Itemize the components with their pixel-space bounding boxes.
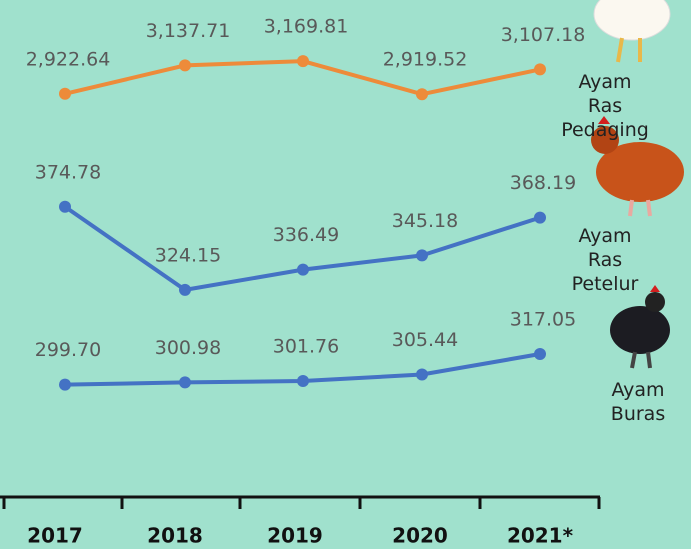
x-tick-label: 2021*	[507, 524, 574, 548]
data-point	[534, 63, 546, 76]
icon-native	[610, 285, 670, 369]
data-point	[179, 283, 191, 296]
data-point	[416, 368, 428, 381]
x-axis-ticks	[2, 497, 601, 509]
x-tick-label: 2017	[27, 524, 83, 548]
data-label: 345.18	[392, 210, 458, 232]
x-tick-label: 2019	[267, 524, 323, 548]
series-line	[63, 205, 541, 293]
icon-layer	[591, 116, 684, 217]
data-label: 336.49	[273, 224, 339, 246]
data-label: 3,169.81	[264, 16, 349, 38]
x-tick-label: 2018	[147, 524, 203, 548]
data-label: 305.44	[392, 329, 458, 351]
data-label: 324.15	[155, 244, 221, 266]
data-point	[297, 55, 309, 68]
data-label: 374.78	[35, 161, 101, 183]
legend-entry: Ayam Ras Petelur	[571, 225, 639, 295]
legend-entry: Ayam Buras	[610, 379, 666, 425]
data-label: 2,922.64	[26, 48, 111, 70]
data-point	[416, 88, 428, 101]
data-label: 3,137.71	[146, 20, 231, 42]
data-point	[297, 263, 309, 276]
x-tick-label: 2020	[392, 524, 448, 548]
data-label: 3,107.18	[501, 24, 586, 46]
data-label: 2,919.52	[383, 49, 468, 71]
data-point	[297, 375, 309, 388]
data-point	[59, 378, 71, 391]
data-point	[534, 211, 546, 224]
data-label: 300.98	[155, 337, 221, 359]
data-point	[59, 200, 71, 213]
data-label: 317.05	[510, 309, 576, 331]
data-point	[59, 87, 71, 100]
data-point	[416, 249, 428, 262]
data-point	[179, 59, 191, 72]
data-label: 301.76	[273, 336, 339, 358]
icon-broiler	[593, 0, 671, 63]
data-label: 299.70	[35, 339, 101, 361]
data-point	[534, 348, 546, 361]
data-point	[179, 376, 191, 389]
data-label: 368.19	[510, 172, 576, 194]
legend-entry: Ayam Ras Pedaging	[561, 71, 649, 141]
